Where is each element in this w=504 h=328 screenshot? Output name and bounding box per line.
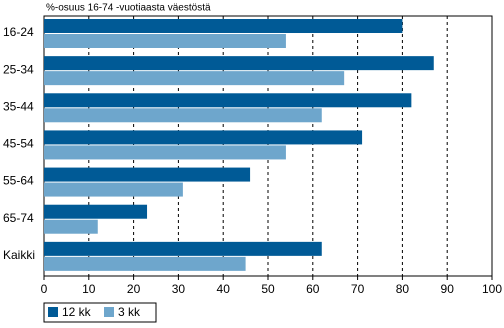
x-tick-label: 80 [396,282,410,296]
y-tick-label: 25-34 [3,62,34,76]
x-tick-label: 0 [41,282,48,296]
y-tick-label: 16-24 [3,25,34,39]
legend-label: 12 kk [62,305,92,319]
y-tick-label: Kaikki [3,248,35,262]
x-tick-label: 40 [217,282,231,296]
x-tick-label: 50 [261,282,275,296]
legend-box [43,302,157,323]
x-tick-label: 30 [172,282,186,296]
legend-swatch [104,307,114,317]
bar [44,219,98,234]
bar [44,130,363,145]
legend-label: 3 kk [118,305,141,319]
bar [44,145,286,160]
x-tick-label: 20 [127,282,141,296]
x-tick-label: 10 [82,282,96,296]
legend-swatch [48,307,58,317]
x-tick-label: 90 [441,282,455,296]
y-tick-label: 35-44 [3,99,34,113]
bar [44,19,403,33]
chart-title: %-osuus 16-74 -vuotiaasta väestöstä [46,3,211,14]
bar [44,167,251,182]
bar [44,56,434,71]
bar [44,182,183,197]
bar [44,241,322,256]
bar [44,34,286,48]
x-tick-label: 70 [351,282,365,296]
x-tick-label: 60 [306,282,320,296]
x-tick-label: 100 [482,282,502,296]
bar [44,204,148,219]
bar [44,71,345,86]
bar [44,93,412,108]
bar [44,256,246,271]
bar [44,108,322,123]
y-tick-label: 55-64 [3,174,34,188]
y-tick-label: 65-74 [3,211,34,225]
y-tick-label: 45-54 [3,137,34,151]
